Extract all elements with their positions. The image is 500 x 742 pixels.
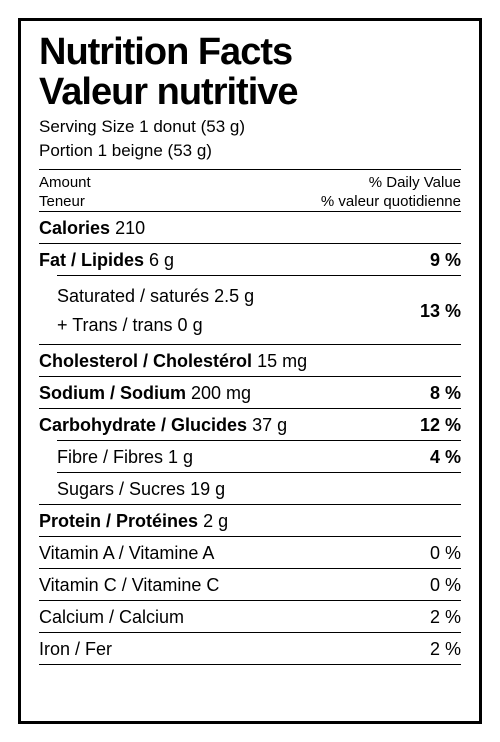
calories-value: 210 <box>115 218 145 238</box>
row-sodium: Sodium / Sodium 200 mg 8 % <box>39 376 461 408</box>
cholesterol-label: Cholesterol / Cholestérol <box>39 351 252 371</box>
fibre-pct: 4 % <box>430 447 461 468</box>
saturated-label: Saturated / saturés 2.5 g <box>57 282 254 311</box>
title-fr: Valeur nutritive <box>39 73 461 113</box>
row-vitamin-a: Vitamin A / Vitamine A 0 % <box>39 536 461 568</box>
row-cholesterol: Cholesterol / Cholestérol 15 mg <box>39 344 461 376</box>
amount-dv-header: Amount Teneur % Daily Value % valeur quo… <box>39 174 461 212</box>
calcium-pct: 2 % <box>430 607 461 628</box>
row-calories: Calories 210 <box>39 211 461 243</box>
fat-pct: 9 % <box>430 250 461 271</box>
saturated-trans-pct: 13 % <box>420 301 461 322</box>
carbohydrate-label: Carbohydrate / Glucides <box>39 415 247 435</box>
divider <box>39 169 461 170</box>
vitamin-a-pct: 0 % <box>430 543 461 564</box>
protein-value: 2 g <box>203 511 228 531</box>
row-protein: Protein / Protéines 2 g <box>39 504 461 536</box>
calcium-label: Calcium / Calcium <box>39 607 184 628</box>
dv-label-en: % Daily Value <box>321 174 461 193</box>
carbohydrate-value: 37 g <box>252 415 287 435</box>
row-fibre: Fibre / Fibres 1 g 4 % <box>57 440 461 472</box>
row-fat: Fat / Lipides 6 g 9 % <box>39 243 461 275</box>
vitamin-c-pct: 0 % <box>430 575 461 596</box>
row-saturated-trans: Saturated / saturés 2.5 g + Trans / tran… <box>57 275 461 344</box>
amount-label-en: Amount <box>39 174 91 193</box>
row-sugars: Sugars / Sucres 19 g <box>57 472 461 504</box>
cholesterol-value: 15 mg <box>257 351 307 371</box>
trans-label: + Trans / trans 0 g <box>57 311 254 340</box>
fat-label: Fat / Lipides <box>39 250 144 270</box>
row-vitamin-c: Vitamin C / Vitamine C 0 % <box>39 568 461 600</box>
amount-label-fr: Teneur <box>39 193 91 212</box>
sugars-value: 19 g <box>190 479 225 499</box>
carbohydrate-pct: 12 % <box>420 415 461 436</box>
fat-value: 6 g <box>149 250 174 270</box>
row-iron: Iron / Fer 2 % <box>39 632 461 664</box>
title-en: Nutrition Facts <box>39 33 461 73</box>
row-carbohydrate: Carbohydrate / Glucides 37 g 12 % <box>39 408 461 440</box>
nutrition-facts-panel: Nutrition Facts Valeur nutritive Serving… <box>18 18 482 724</box>
dv-label-fr: % valeur quotidienne <box>321 193 461 212</box>
fibre-value: 1 g <box>168 447 193 467</box>
sodium-value: 200 mg <box>191 383 251 403</box>
serving-size-fr: Portion 1 beigne (53 g) <box>39 141 461 161</box>
sugars-label: Sugars / Sucres <box>57 479 185 499</box>
calories-label: Calories <box>39 218 110 238</box>
row-calcium: Calcium / Calcium 2 % <box>39 600 461 632</box>
vitamin-a-label: Vitamin A / Vitamine A <box>39 543 214 564</box>
sodium-label: Sodium / Sodium <box>39 383 186 403</box>
iron-label: Iron / Fer <box>39 639 112 660</box>
protein-label: Protein / Protéines <box>39 511 198 531</box>
sodium-pct: 8 % <box>430 383 461 404</box>
iron-pct: 2 % <box>430 639 461 660</box>
serving-size-en: Serving Size 1 donut (53 g) <box>39 117 461 137</box>
vitamin-c-label: Vitamin C / Vitamine C <box>39 575 219 596</box>
divider-bottom <box>39 664 461 665</box>
fibre-label: Fibre / Fibres <box>57 447 163 467</box>
